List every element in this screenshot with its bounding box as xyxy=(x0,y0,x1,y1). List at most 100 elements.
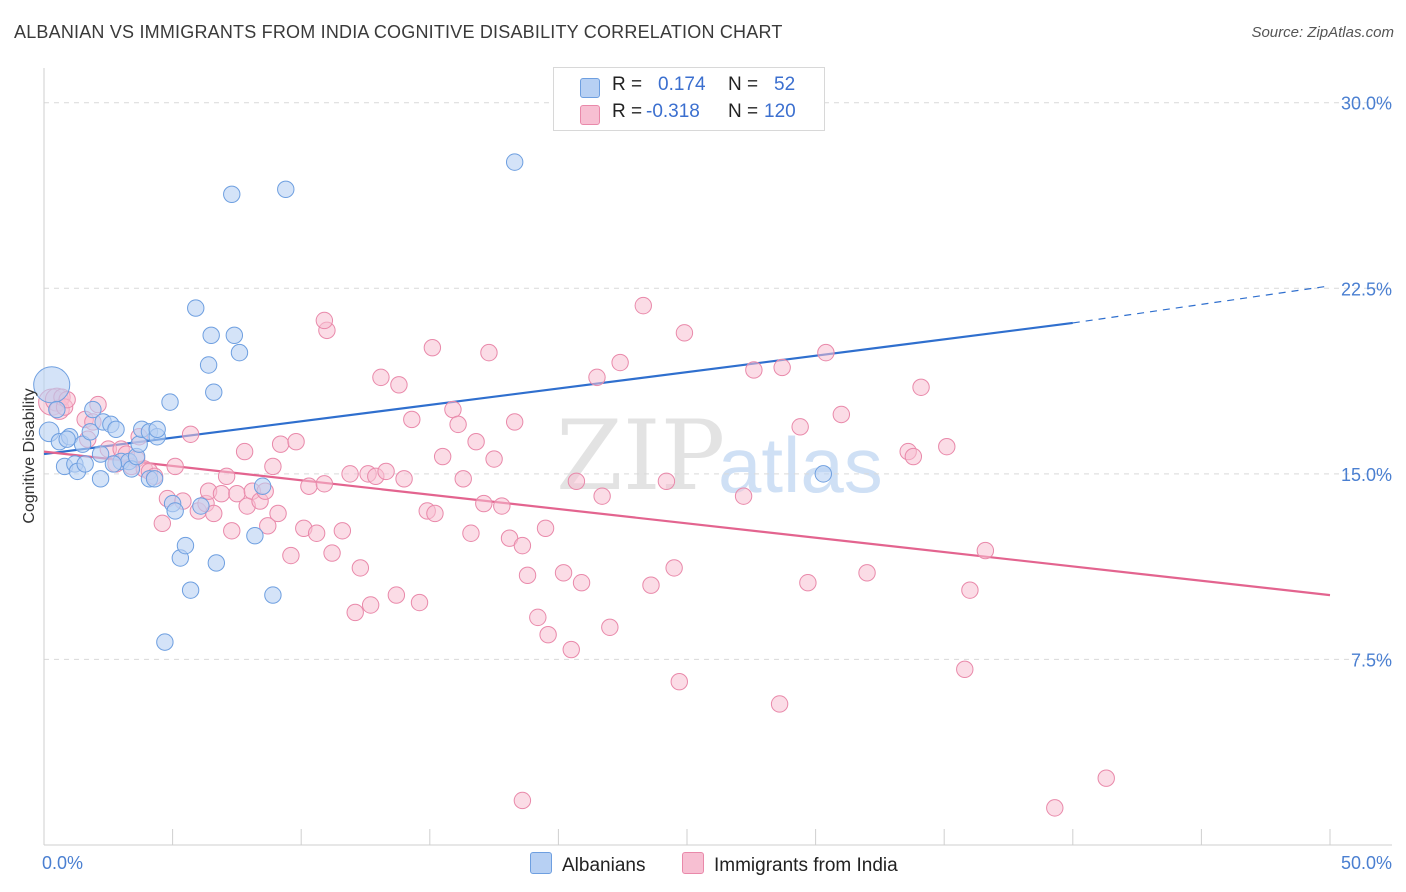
y-axis-label: Cognitive Disability xyxy=(21,388,38,523)
india-point xyxy=(480,343,498,362)
albanians-swatch xyxy=(580,78,600,98)
india-point xyxy=(361,596,380,614)
india-points xyxy=(38,296,1115,817)
india-point xyxy=(390,376,408,394)
bottom-india-label: Immigrants from India xyxy=(714,855,898,876)
india-point xyxy=(410,593,429,612)
india-point xyxy=(444,400,462,419)
india-point xyxy=(657,472,676,490)
albanian-point xyxy=(81,423,99,441)
albanian-point xyxy=(76,455,94,473)
india-point xyxy=(601,618,619,636)
india-point xyxy=(403,410,421,429)
india-point xyxy=(642,576,660,594)
albanian-point xyxy=(223,185,241,203)
india-point xyxy=(904,447,923,466)
india-point xyxy=(166,457,184,476)
albanians-n-label: N = xyxy=(728,74,759,95)
india-r-label: R = xyxy=(612,101,643,122)
chart-source: Source: ZipAtlas.com xyxy=(1251,24,1394,41)
india-n-label: N = xyxy=(728,101,759,122)
albanian-point xyxy=(225,326,244,345)
india-point xyxy=(235,442,254,461)
india-point xyxy=(773,358,791,377)
albanian-point xyxy=(253,477,272,495)
india-point xyxy=(858,564,876,582)
india-point xyxy=(539,625,557,644)
india-point xyxy=(938,437,956,456)
albanians-trend-line xyxy=(43,321,1073,456)
albanian-point xyxy=(58,430,76,448)
india-point xyxy=(346,603,364,622)
india-point xyxy=(462,524,480,542)
albanian-point xyxy=(91,470,110,488)
albanian-point xyxy=(246,527,264,545)
albanian-point xyxy=(181,581,200,599)
india-point xyxy=(791,418,809,436)
india-point xyxy=(323,544,341,562)
india-point xyxy=(745,361,763,379)
albanian-point xyxy=(205,383,223,401)
india-point xyxy=(395,470,413,488)
gridlines xyxy=(44,102,1392,660)
india-point xyxy=(593,487,611,505)
albanian-point xyxy=(264,586,282,604)
india-point xyxy=(572,574,591,592)
india-point xyxy=(423,338,442,357)
india-point xyxy=(264,457,282,476)
india-point xyxy=(554,564,573,582)
india-point xyxy=(770,695,789,713)
india-point xyxy=(287,433,305,451)
legend-row-india: R = -0.318 N = 120 xyxy=(554,101,824,129)
india-point xyxy=(799,574,817,592)
india-point xyxy=(634,296,652,315)
legend-row-albanians: R = 0.174 N = 52 xyxy=(554,74,824,102)
albanian-point xyxy=(84,400,102,419)
albanian-point xyxy=(91,445,110,463)
india-point xyxy=(734,487,753,505)
albanians-r-label: R = xyxy=(612,74,643,95)
india-point xyxy=(181,425,200,443)
india-point xyxy=(307,524,326,542)
india-point xyxy=(271,435,290,453)
y-tick-label: 7.5% xyxy=(1351,650,1392,670)
albanian-point xyxy=(199,356,218,374)
india-swatch xyxy=(580,105,600,125)
india-point xyxy=(529,608,547,627)
india-point xyxy=(562,640,580,659)
india-point xyxy=(832,405,851,424)
india-point xyxy=(315,475,334,493)
india-point xyxy=(300,477,318,495)
india-point xyxy=(817,343,835,362)
india-n-value: 120 xyxy=(764,101,796,122)
india-r-value: -0.318 xyxy=(646,101,700,122)
india-point xyxy=(611,353,629,372)
albanians-n-value: 52 xyxy=(774,74,796,95)
india-point xyxy=(665,559,683,577)
india-point xyxy=(485,450,503,468)
india-point xyxy=(513,536,532,555)
india-point xyxy=(372,368,390,387)
albanian-point xyxy=(107,420,125,439)
india-point xyxy=(912,378,930,396)
india-point xyxy=(536,519,555,538)
y-tick-label: 30.0% xyxy=(1341,94,1392,114)
chart-title: ALBANIAN VS IMMIGRANTS FROM INDIA COGNIT… xyxy=(14,22,783,42)
india-trend-line xyxy=(43,450,1331,597)
albanian-point xyxy=(33,366,71,404)
albanian-point xyxy=(207,554,226,572)
albanian-point xyxy=(277,180,295,199)
india-point xyxy=(341,465,359,483)
watermark-zip: ZIP xyxy=(556,400,726,512)
albanian-point xyxy=(73,435,92,453)
india-point xyxy=(351,559,370,577)
axes xyxy=(43,68,1392,846)
india-point xyxy=(588,368,606,387)
india-point xyxy=(467,433,485,451)
albanian-point xyxy=(156,633,174,651)
albanian-point xyxy=(814,465,833,483)
albanians-r-value: 0.174 xyxy=(658,74,706,95)
y-tick-label: 15.0% xyxy=(1341,465,1392,485)
albanian-point xyxy=(145,470,164,488)
